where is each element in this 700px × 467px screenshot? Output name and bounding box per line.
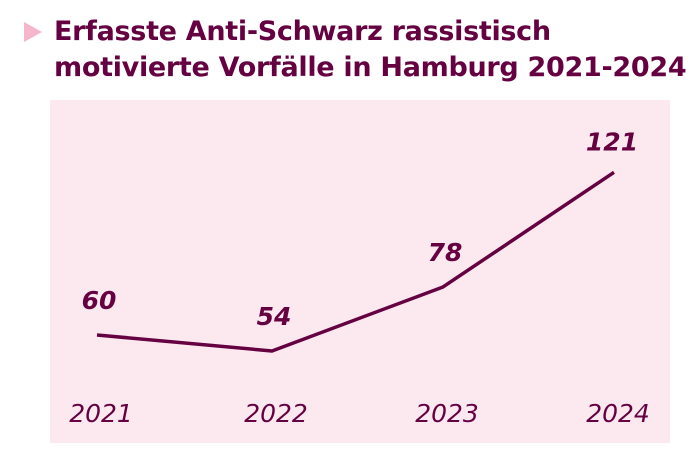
x-tick-label: 2021 — [69, 399, 133, 428]
x-tick-label: 2022 — [244, 399, 308, 428]
data-label: 54 — [257, 302, 292, 331]
x-tick-label: 2023 — [415, 399, 479, 428]
data-label: 121 — [586, 127, 638, 156]
data-label: 78 — [428, 238, 463, 267]
data-label: 60 — [82, 286, 117, 315]
plot-area — [50, 100, 670, 443]
x-tick-label: 2024 — [586, 399, 650, 428]
chart-title: Erfasste Anti-Schwarz rassistisch motivi… — [54, 16, 687, 83]
series-line — [96, 170, 615, 353]
triangle-right-icon — [24, 22, 42, 42]
